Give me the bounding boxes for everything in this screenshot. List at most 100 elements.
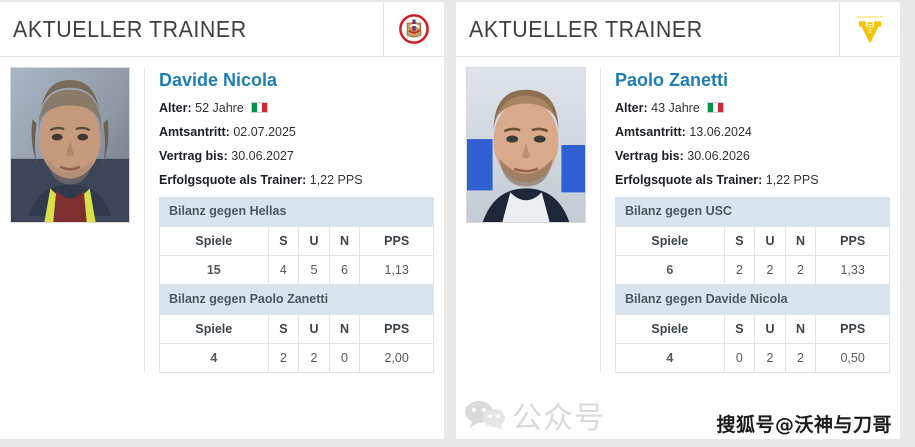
col-spiele: Spiele [615, 225, 725, 256]
card-body-left: Davide Nicola Alter: 52 Jahre Amtsantrit… [0, 57, 444, 373]
stat-label: Amtsantritt: [159, 124, 230, 139]
card-header-left: AKTUELLER TRAINER [0, 2, 444, 57]
cell-n: 2 [784, 254, 817, 285]
wechat-watermark: 公众号 [456, 393, 605, 437]
trainer-card-left: AKTUELLER TRAINER [0, 2, 444, 439]
crest-container-right: HELLAS VERONA FC [839, 2, 900, 56]
stat-value: 1,22 PPS [765, 172, 819, 187]
balance-table-zanetti: Spiele S U N PPS 4 2 2 0 2,00 [159, 313, 434, 373]
balance-table-usc: Spiele S U N PPS 6 2 2 2 1,33 [615, 225, 890, 285]
cell-spiele[interactable]: 4 [159, 342, 269, 373]
coach-name-left[interactable]: Davide Nicola [159, 70, 278, 90]
card-title-right: AKTUELLER TRAINER [469, 15, 703, 42]
italy-flag [251, 101, 269, 113]
cell-spiele[interactable]: 4 [615, 342, 725, 373]
col-n: N [784, 313, 817, 344]
stat-erfolgsquote-left: Erfolgsquote als Trainer: 1,22 PPS [159, 173, 434, 188]
photo-column-left [10, 67, 138, 373]
table-header-row: Spiele S U N PPS [159, 313, 434, 344]
sohu-watermark: 搜狐号@沃神与刀哥 [716, 414, 892, 436]
balance-table-nicola: Spiele S U N PPS 4 0 2 2 0,50 [615, 313, 890, 373]
cell-s: 4 [267, 254, 300, 285]
cell-s: 2 [267, 342, 300, 373]
col-pps: PPS [815, 225, 890, 256]
col-s: S [267, 313, 300, 344]
col-n: N [784, 225, 817, 256]
balance-title-zanetti: Bilanz gegen Paolo Zanetti [159, 284, 434, 314]
table-row: 4 0 2 2 0,50 [615, 342, 890, 373]
stat-amtsantritt-left: Amtsantritt: 02.07.2025 [159, 125, 434, 140]
col-u: U [754, 225, 786, 256]
stat-value: 1,22 PPS [309, 172, 363, 187]
table-header-row: Spiele S U N PPS [159, 225, 434, 256]
col-n: N [328, 313, 361, 344]
stat-value: 30.06.2027 [231, 148, 294, 163]
stat-label: Erfolgsquote als Trainer: [159, 172, 307, 187]
stat-label: Alter: [615, 100, 648, 115]
col-spiele: Spiele [615, 313, 725, 344]
trainer-card-right: AKTUELLER TRAINER HELLAS VERONA FC [456, 2, 900, 439]
stat-erfolgsquote-right: Erfolgsquote als Trainer: 1,22 PPS [615, 173, 890, 188]
stat-alter-left: Alter: 52 Jahre [159, 101, 434, 116]
cell-spiele[interactable]: 6 [615, 254, 725, 285]
stat-value: 43 Jahre [651, 100, 700, 115]
cell-s: 2 [723, 254, 756, 285]
col-n: N [328, 225, 361, 256]
stat-amtsantritt-right: Amtsantritt: 13.06.2024 [615, 125, 890, 140]
info-column-right: Paolo Zanetti Alter: 43 Jahre Amtsantrit… [600, 67, 890, 373]
table-row: 4 2 2 0 2,00 [159, 342, 434, 373]
cell-n: 0 [328, 342, 361, 373]
balance-title-hellas: Bilanz gegen Hellas [159, 196, 434, 226]
card-header-right: AKTUELLER TRAINER HELLAS VERONA FC [456, 2, 900, 57]
stat-label: Alter: [159, 100, 192, 115]
stat-label: Erfolgsquote als Trainer: [615, 172, 763, 187]
table-header-row: Spiele S U N PPS [615, 313, 890, 344]
col-spiele: Spiele [159, 225, 269, 256]
cell-pps: 1,33 [815, 254, 890, 285]
col-u: U [298, 225, 330, 256]
wechat-icon [465, 401, 505, 430]
stat-value: 30.06.2026 [687, 148, 750, 163]
hellas-verona-crest: HELLAS VERONA FC [857, 15, 884, 44]
cell-pps: 2,00 [359, 342, 434, 373]
cell-n: 6 [328, 254, 361, 285]
italy-flag [707, 101, 725, 113]
balance-title-nicola: Bilanz gegen Davide Nicola [615, 284, 890, 314]
photo-column-right [466, 67, 594, 373]
cell-s: 0 [723, 342, 756, 373]
stat-label: Amtsantritt: [615, 124, 686, 139]
col-pps: PPS [359, 225, 434, 256]
col-u: U [754, 313, 786, 344]
cell-u: 2 [298, 342, 330, 373]
cell-spiele[interactable]: 15 [159, 254, 269, 285]
table-header-row: Spiele S U N PPS [615, 225, 890, 256]
table-row: 6 2 2 2 1,33 [615, 254, 890, 285]
stat-alter-right: Alter: 43 Jahre [615, 101, 890, 116]
cell-u: 2 [754, 254, 786, 285]
col-spiele: Spiele [159, 313, 269, 344]
balance-title-usc: Bilanz gegen USC [615, 196, 890, 226]
stat-value: 13.06.2024 [689, 124, 752, 139]
col-pps: PPS [815, 313, 890, 344]
card-body-right: Paolo Zanetti Alter: 43 Jahre Amtsantrit… [456, 57, 900, 373]
info-column-left: Davide Nicola Alter: 52 Jahre Amtsantrit… [144, 67, 434, 373]
balance-tables-left: Bilanz gegen Hellas Spiele S U N PPS 15 … [159, 196, 434, 373]
card-title-left: AKTUELLER TRAINER [13, 15, 247, 42]
cell-n: 2 [784, 342, 817, 373]
crest-text: HELLAS VERONA FC [857, 15, 884, 19]
cell-pps: 1,13 [359, 254, 434, 285]
col-pps: PPS [359, 313, 434, 344]
coach-photo-davide-nicola [10, 67, 130, 223]
stat-vertrag-left: Vertrag bis: 30.06.2027 [159, 149, 434, 164]
table-row: 15 4 5 6 1,13 [159, 254, 434, 285]
wechat-watermark-text: 公众号 [512, 401, 605, 436]
col-s: S [267, 225, 300, 256]
coach-name-right[interactable]: Paolo Zanetti [615, 70, 729, 90]
stat-vertrag-right: Vertrag bis: 30.06.2026 [615, 149, 890, 164]
col-s: S [723, 225, 756, 256]
coach-photo-paolo-zanetti [466, 67, 586, 223]
stat-value: 52 Jahre [195, 100, 244, 115]
cell-pps: 0,50 [815, 342, 890, 373]
col-s: S [723, 313, 756, 344]
cell-u: 5 [298, 254, 330, 285]
